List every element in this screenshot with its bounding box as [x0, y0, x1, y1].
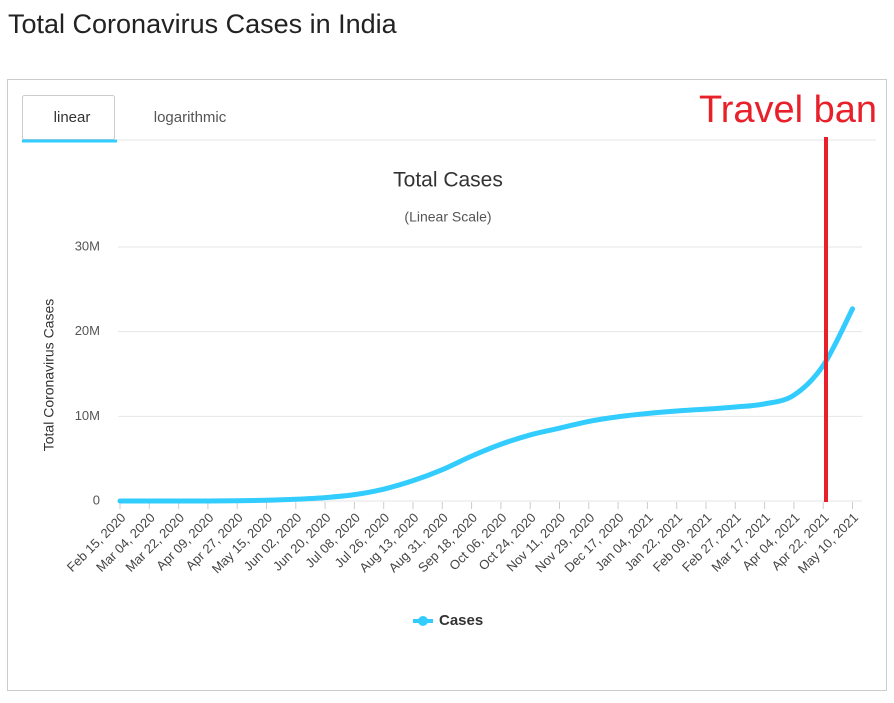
y-tick-label: 30M	[75, 238, 100, 253]
legend-label: Cases	[439, 612, 483, 629]
chart-title: Total Cases	[393, 169, 503, 192]
chart-frame	[7, 79, 887, 691]
legend-marker	[418, 616, 428, 626]
page-title: Total Coronavirus Cases in India	[8, 9, 398, 39]
annotation: Travel ban	[699, 89, 877, 131]
y-tick-label: 0	[93, 492, 100, 507]
y-tick-label: 20M	[75, 323, 100, 338]
y-tick-label: 10M	[75, 408, 100, 423]
tab-label[interactable]: linear	[54, 109, 91, 126]
y-axis-label: Total Coronavirus Cases	[41, 299, 57, 452]
data-line	[117, 306, 855, 504]
chart-subtitle: (Linear Scale)	[404, 209, 491, 225]
tab-label[interactable]: logarithmic	[154, 109, 227, 126]
